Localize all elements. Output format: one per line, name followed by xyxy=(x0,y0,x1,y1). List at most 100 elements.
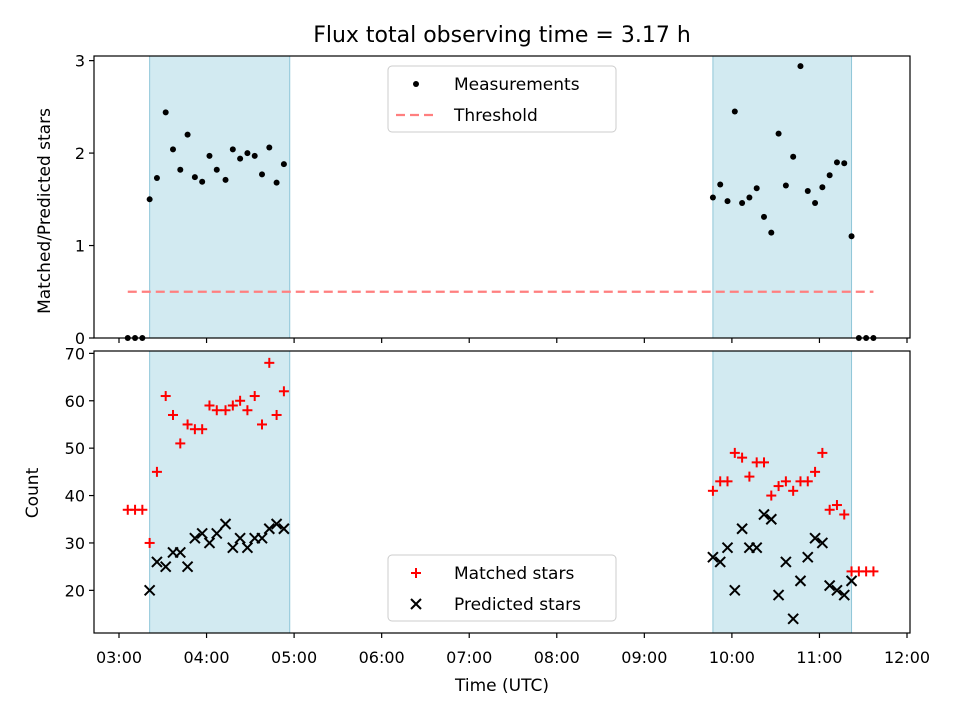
matched-stars-point xyxy=(220,405,231,416)
bottom-plot-area xyxy=(122,357,879,625)
x-tick-label: 05:00 xyxy=(271,648,317,667)
matched-stars-point xyxy=(175,438,186,449)
x-tick-label: 11:00 xyxy=(796,648,842,667)
measurement-point xyxy=(870,335,877,341)
measurement-point xyxy=(229,146,236,153)
y-tick-label: 20 xyxy=(65,581,85,600)
measurement-point xyxy=(251,152,258,159)
legend-measurement-swatch xyxy=(413,81,419,87)
measurement-point xyxy=(162,109,169,116)
matched-stars-point xyxy=(868,566,879,577)
predicted-stars-point xyxy=(159,560,172,573)
matched-stars-point xyxy=(737,452,748,463)
predicted-stars-point xyxy=(823,579,836,592)
measurement-point xyxy=(222,176,229,183)
matched-stars-point xyxy=(722,476,733,487)
bottom-panel: 20 30 40 50 60 70 03:00 04:00 05:00 06:00 07:00 08… xyxy=(23,344,930,696)
matched-stars-point xyxy=(780,476,791,487)
measurement-point xyxy=(206,152,213,159)
matched-stars-point xyxy=(197,424,208,435)
measurement-point xyxy=(169,146,176,153)
predicted-stars-point xyxy=(750,541,763,554)
y-tick-label: 60 xyxy=(65,392,85,411)
matched-stars-point xyxy=(182,419,193,430)
bottom-x-axis-label: Time (UTC) xyxy=(454,676,549,696)
predicted-stars-point xyxy=(809,532,821,544)
measurement-point xyxy=(819,184,826,191)
bottom-x-axis: 03:00 04:00 05:00 06:00 07:00 08:00 09:00 10:00… xyxy=(96,633,930,667)
legend-predicted-swatch xyxy=(410,598,422,610)
predicted-stars-point xyxy=(765,513,777,525)
matched-stars-point xyxy=(839,509,850,520)
measurement-point xyxy=(797,63,804,70)
x-tick-label: 12:00 xyxy=(884,648,930,667)
measurement-point xyxy=(244,150,251,157)
measurement-point xyxy=(731,108,738,115)
predicted-stars-point xyxy=(714,556,726,568)
matched-stars-point xyxy=(227,400,238,411)
measurement-point xyxy=(266,144,273,151)
measurement-point xyxy=(184,131,191,138)
predicted-stars-point xyxy=(174,546,186,559)
predicted-stars-point xyxy=(772,589,785,601)
predicted-stars-point xyxy=(729,584,741,597)
predicted-stars-point xyxy=(256,532,268,544)
predicted-stars-point xyxy=(780,556,792,568)
matched-stars-point xyxy=(249,391,260,402)
measurement-point xyxy=(191,174,198,181)
matched-stars-point xyxy=(744,471,755,482)
legend-matched-swatch xyxy=(411,568,421,578)
measurement-point xyxy=(833,159,840,166)
top-x-axis xyxy=(118,338,908,343)
predicted-stars-point xyxy=(707,551,719,563)
predicted-stars-point xyxy=(263,523,276,535)
matched-stars-point xyxy=(271,409,282,420)
predicted-stars-point xyxy=(831,584,843,597)
matched-stars-point xyxy=(242,405,253,416)
matched-stars-point xyxy=(824,504,835,515)
x-tick-label: 10:00 xyxy=(709,648,755,667)
measurement-point xyxy=(717,181,724,188)
shaded-interval-0 xyxy=(149,55,291,339)
predicted-stars-point xyxy=(278,523,290,535)
top-y-axis-label: Matched/Predicted stars xyxy=(35,108,55,314)
matched-stars-point xyxy=(264,357,275,368)
top-y-axis: 0 1 2 3 xyxy=(75,52,94,348)
predicted-stars-point xyxy=(794,575,807,587)
matched-stars-point xyxy=(788,485,799,496)
x-tick-label: 03:00 xyxy=(96,648,142,667)
matched-stars-point xyxy=(707,485,718,496)
matched-stars-point xyxy=(766,490,777,501)
y-tick-label: 50 xyxy=(65,439,85,458)
measurement-point xyxy=(739,200,746,207)
matched-stars-point xyxy=(211,405,222,416)
matched-stars-point xyxy=(817,447,828,458)
predicted-stars-point xyxy=(181,560,194,573)
predicted-stars-point xyxy=(203,537,216,549)
predicted-stars-point xyxy=(234,532,246,544)
matched-stars-point xyxy=(758,457,769,468)
predicted-stars-point xyxy=(736,523,748,535)
measurement-point xyxy=(177,166,184,173)
axes-frame xyxy=(93,55,911,339)
measurement-point xyxy=(804,187,811,194)
y-tick-label: 1 xyxy=(75,237,85,256)
top-axes-frame xyxy=(93,55,911,339)
top-panel: 0 1 2 3 Matched/Predicted stars Measurement… xyxy=(35,52,911,348)
bottom-legend: Matched stars Predicted stars xyxy=(387,554,617,622)
predicted-stars-point xyxy=(758,508,770,521)
bottom-shaded-intervals xyxy=(149,350,853,634)
x-tick-label: 04:00 xyxy=(184,648,230,667)
measurement-point xyxy=(848,233,855,240)
y-tick-label: 70 xyxy=(65,344,85,363)
matched-stars-point xyxy=(144,537,155,548)
matched-stars-point xyxy=(810,466,821,477)
measurement-point xyxy=(760,213,767,220)
y-tick-label: 3 xyxy=(75,52,85,71)
measurement-point xyxy=(826,172,833,179)
measurement-point xyxy=(753,185,760,192)
bottom-axes-frame xyxy=(93,350,911,634)
x-tick-label: 07:00 xyxy=(446,648,492,667)
matched-stars-point xyxy=(278,386,289,397)
